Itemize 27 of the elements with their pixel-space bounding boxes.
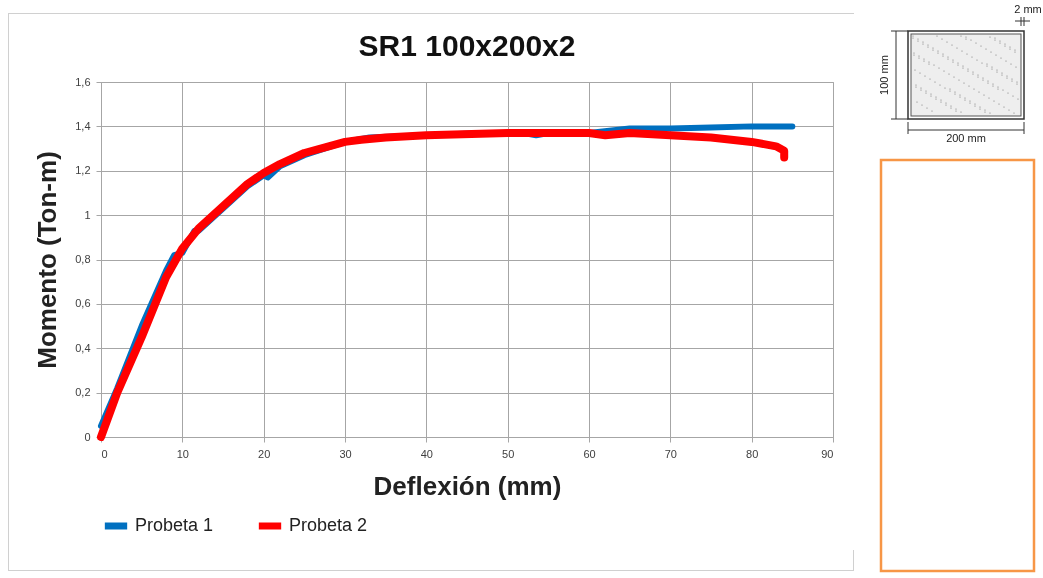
legend-label: Probeta 2 [289, 515, 368, 535]
text: 100 mm [878, 55, 890, 95]
x-tick-label: 20 [258, 447, 271, 460]
y-axis-title: Momento (Ton-m) [32, 151, 63, 369]
text: 2 mm [1014, 3, 1042, 15]
x-tick-label: 60 [583, 447, 596, 460]
x-tick-label: 80 [746, 447, 759, 460]
y-tick-label: 1,6 [75, 75, 91, 88]
x-tick-label: 50 [502, 447, 515, 460]
y-tick-label: 0,4 [75, 341, 91, 354]
chart-title: SR1 100x200x2 [358, 29, 576, 62]
x-tick-label: 40 [420, 447, 433, 460]
x-tick-label: 0 [101, 447, 108, 460]
x-tick-label: 30 [339, 447, 352, 460]
y-tick-label: 1,4 [75, 119, 91, 132]
y-tick-label: 0,8 [75, 253, 91, 265]
x-axis-title: Deflexión (mm) [373, 470, 562, 501]
x-tick-label: 10 [176, 447, 189, 460]
y-tick-label: 1 [84, 208, 91, 221]
y-tick-label: 1,2 [75, 164, 91, 177]
x-tick-label: 70 [664, 447, 677, 460]
text: 200 mm [946, 132, 986, 144]
y-tick-label: 0,6 [75, 297, 91, 310]
x-tick-label: 90 [821, 447, 834, 460]
y-tick-label: 0,2 [75, 386, 91, 399]
y-tick-label: 0 [84, 430, 91, 443]
legend-label: Probeta 1 [135, 515, 214, 535]
